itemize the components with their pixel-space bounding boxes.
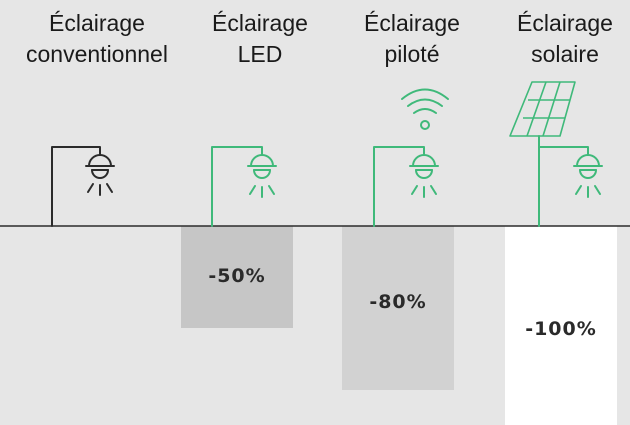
title-line1: Éclairage bbox=[212, 10, 308, 36]
reduction-led: -50% bbox=[208, 265, 266, 287]
title-pilote: Éclairage piloté bbox=[332, 8, 492, 70]
solar-street-lamp-icon bbox=[538, 135, 603, 227]
wifi-street-lamp-icon bbox=[373, 146, 439, 227]
bar-pilote bbox=[342, 226, 454, 390]
bar-led bbox=[181, 226, 293, 328]
wifi-icon bbox=[401, 88, 449, 130]
street-lamp-icon bbox=[51, 146, 115, 227]
title-line2: piloté bbox=[384, 41, 440, 67]
title-line1: Éclairage bbox=[364, 10, 460, 36]
title-line2: solaire bbox=[531, 41, 599, 67]
title-led: Éclairage LED bbox=[180, 8, 340, 70]
title-line1: Éclairage bbox=[49, 10, 145, 36]
title-line2: LED bbox=[237, 41, 283, 67]
title-line2: conventionnel bbox=[26, 41, 168, 67]
reduction-pilote: -80% bbox=[369, 291, 427, 313]
led-street-lamp-icon bbox=[211, 146, 277, 227]
reduction-solaire: -100% bbox=[525, 318, 597, 340]
bar-solaire bbox=[505, 226, 617, 425]
title-line1: Éclairage bbox=[517, 10, 613, 36]
title-solaire: Éclairage solaire bbox=[485, 8, 630, 70]
solar-panel-icon bbox=[509, 81, 576, 137]
title-conventionnel: Éclairage conventionnel bbox=[17, 8, 177, 70]
